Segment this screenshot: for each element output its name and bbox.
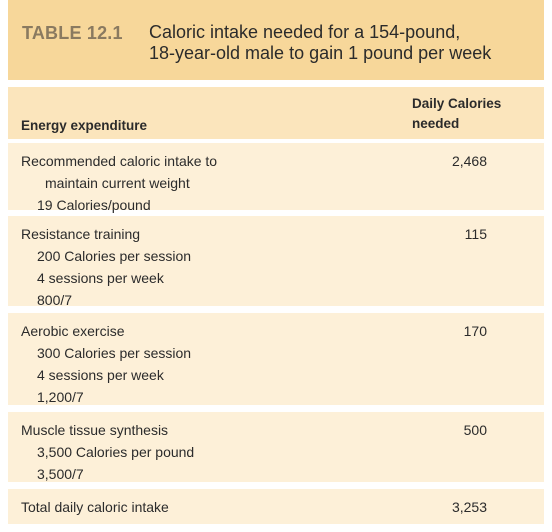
row-label-block: Resistance training 200 Calories per ses…	[21, 223, 191, 311]
row-detail: 3,500 Calories per pound	[37, 444, 195, 460]
row-value: 500	[463, 422, 487, 438]
row-label: Recommended caloric intake to	[21, 153, 218, 169]
row-label-block: Aerobic exercise 300 Calories per sessio…	[21, 320, 191, 408]
table-header-row: Energy expenditure Daily Calories needed	[8, 87, 544, 139]
table-row-maintenance: Recommended caloric intake to maintain c…	[8, 143, 544, 213]
row-label: Aerobic exercise	[21, 323, 125, 339]
column-header-energy-expenditure: Energy expenditure	[21, 118, 148, 133]
table-figure: TABLE 12.1 Caloric intake needed for a 1…	[8, 0, 544, 524]
column-header-daily-calories: Daily Calories needed	[412, 94, 501, 134]
row-detail: 1,200/7	[37, 389, 84, 405]
table-row-muscle-tissue-synthesis: Muscle tissue synthesis 3,500 Calories p…	[8, 412, 544, 482]
table-row-resistance-training: Resistance training 200 Calories per ses…	[8, 216, 544, 308]
row-detail: 800/7	[37, 292, 73, 308]
row-detail: 4 sessions per week	[37, 270, 164, 286]
table-row-total: Total daily caloric intake 3,253	[8, 489, 544, 524]
row-value: 115	[464, 226, 487, 242]
row-value: 2,468	[451, 153, 487, 169]
row-label-block: Recommended caloric intake to maintain c…	[21, 150, 217, 216]
row-label: Resistance training	[21, 226, 141, 242]
column-header-daily-calories-line-1: Daily Calories	[412, 96, 502, 111]
row-value: 170	[463, 323, 487, 339]
row-value: 3,253	[451, 499, 487, 515]
row-label: Muscle tissue synthesis	[21, 422, 169, 438]
column-header-daily-calories-line-2: needed	[412, 116, 460, 131]
row-detail: 3,500/7	[37, 466, 84, 482]
row-detail: 4 sessions per week	[37, 367, 164, 383]
table-caption-line-2: 18-year-old male to gain 1 pound per wee…	[149, 43, 492, 63]
table-caption: Caloric intake needed for a 154-pound, 1…	[149, 22, 539, 64]
row-detail: 300 Calories per session	[37, 345, 192, 361]
table-title-bar: TABLE 12.1 Caloric intake needed for a 1…	[8, 0, 544, 80]
row-label-block: Total daily caloric intake	[21, 496, 169, 518]
table-caption-line-1: Caloric intake needed for a 154-pound,	[149, 22, 461, 42]
row-label-block: Muscle tissue synthesis 3,500 Calories p…	[21, 419, 194, 485]
row-detail: maintain current weight	[45, 175, 190, 191]
table-number: TABLE 12.1	[22, 23, 123, 43]
table-row-aerobic-exercise: Aerobic exercise 300 Calories per sessio…	[8, 313, 544, 405]
row-detail: 200 Calories per session	[37, 248, 192, 264]
row-detail: 19 Calories/pound	[37, 197, 151, 213]
row-label: Total daily caloric intake	[21, 499, 169, 515]
